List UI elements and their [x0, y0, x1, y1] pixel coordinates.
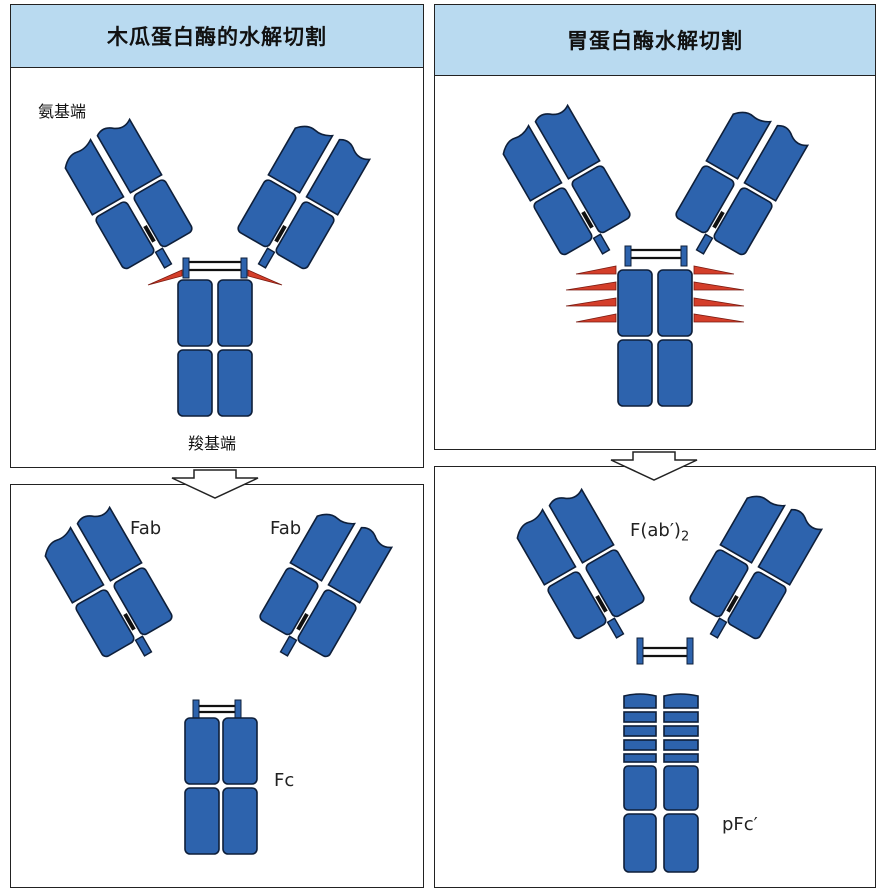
pepsin-header: 胃蛋白酶水解切割	[435, 5, 875, 76]
pepsin-fc-left	[617, 269, 653, 407]
fab2-label-sub: 2	[680, 529, 690, 545]
papain-antibody	[57, 114, 373, 417]
fab-label-right: Fab	[270, 518, 302, 539]
pepsin-antibody	[495, 100, 811, 407]
papain-down-arrow	[171, 469, 259, 499]
papain-cleavage-left	[147, 269, 183, 286]
fab-label-left: Fab	[130, 518, 162, 539]
pepsin-top-panel: 胃蛋白酶水解切割	[434, 4, 876, 450]
papain-header: 木瓜蛋白酶的水解切割	[11, 5, 423, 68]
papain-fc-right	[217, 279, 253, 417]
papain-fragments	[37, 502, 395, 855]
papain-cleavage-right	[247, 269, 283, 286]
pfc-label: pFc′	[722, 814, 758, 835]
papain-top-panel: 木瓜蛋白酶的水解切割	[10, 4, 424, 468]
pepsin-fragments	[509, 484, 825, 873]
fab2-label: F(ab′)2	[630, 520, 689, 545]
fab2-arm-right	[678, 484, 825, 657]
carboxyl-terminus-label: 羧基端	[188, 434, 237, 453]
pfc-fragment	[623, 693, 699, 873]
fc-fragment-left	[184, 717, 220, 855]
fc-fragment-right	[222, 717, 258, 855]
amino-terminus-label: 氨基端	[38, 102, 87, 121]
fab2-arm-left	[509, 484, 656, 657]
papain-fab-arm-right	[226, 114, 373, 287]
pepsin-fc-right	[657, 269, 693, 407]
pepsin-fab-arm-left	[495, 100, 642, 273]
papain-fab-arm-left	[57, 114, 204, 287]
fc-label: Fc	[274, 770, 295, 791]
pepsin-down-arrow	[610, 451, 698, 481]
papain-fc-left	[177, 279, 213, 417]
fab2-label-main: F(ab′)	[630, 520, 681, 541]
